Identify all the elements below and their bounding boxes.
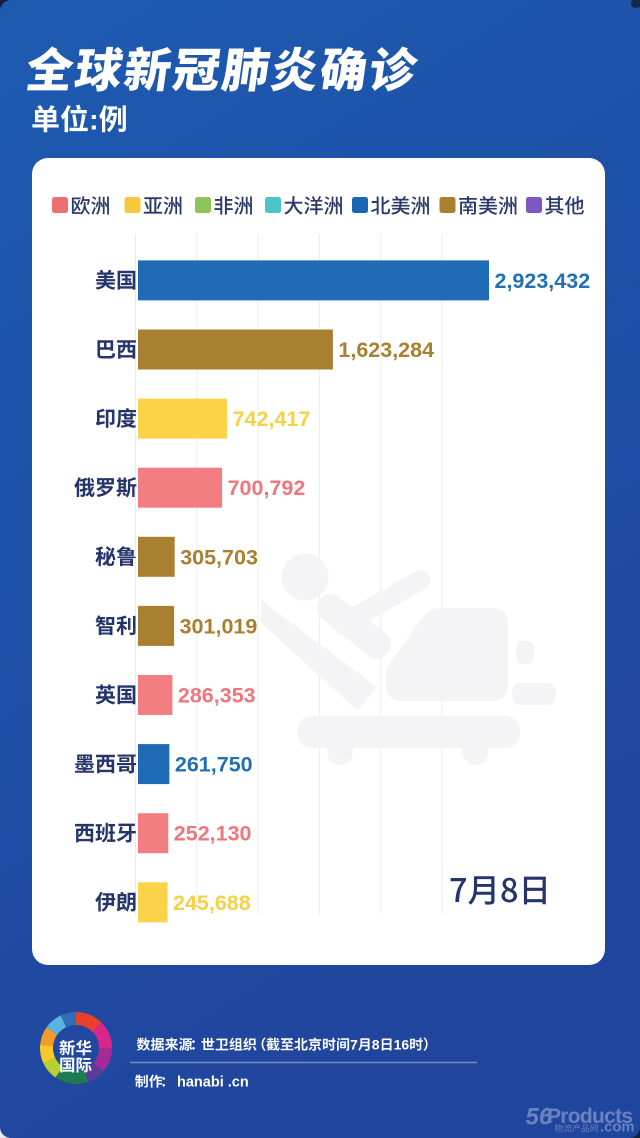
svg-text:1,623,284: 1,623,284 — [338, 338, 434, 362]
svg-text:16: 16 — [394, 1037, 410, 1053]
svg-text:301,019: 301,019 — [180, 614, 258, 638]
svg-text:hanabi .cn: hanabi .cn — [177, 1074, 249, 1090]
svg-text:742,417: 742,417 — [233, 407, 311, 431]
svg-text:305,703: 305,703 — [180, 545, 258, 569]
svg-text:252,130: 252,130 — [174, 822, 252, 846]
svg-text:8: 8 — [372, 1037, 380, 1053]
svg-text::: : — [89, 105, 99, 137]
svg-text:700,792: 700,792 — [228, 476, 306, 500]
svg-text:2,923,432: 2,923,432 — [495, 269, 591, 293]
svg-text:.com: .com — [600, 1119, 635, 1135]
svg-text:56: 56 — [526, 1104, 553, 1131]
svg-text:245,688: 245,688 — [173, 891, 251, 915]
svg-text:7: 7 — [350, 1037, 358, 1053]
svg-text:Products: Products — [547, 1105, 632, 1128]
svg-text:286,353: 286,353 — [178, 684, 256, 708]
svg-text:261,750: 261,750 — [175, 753, 253, 777]
